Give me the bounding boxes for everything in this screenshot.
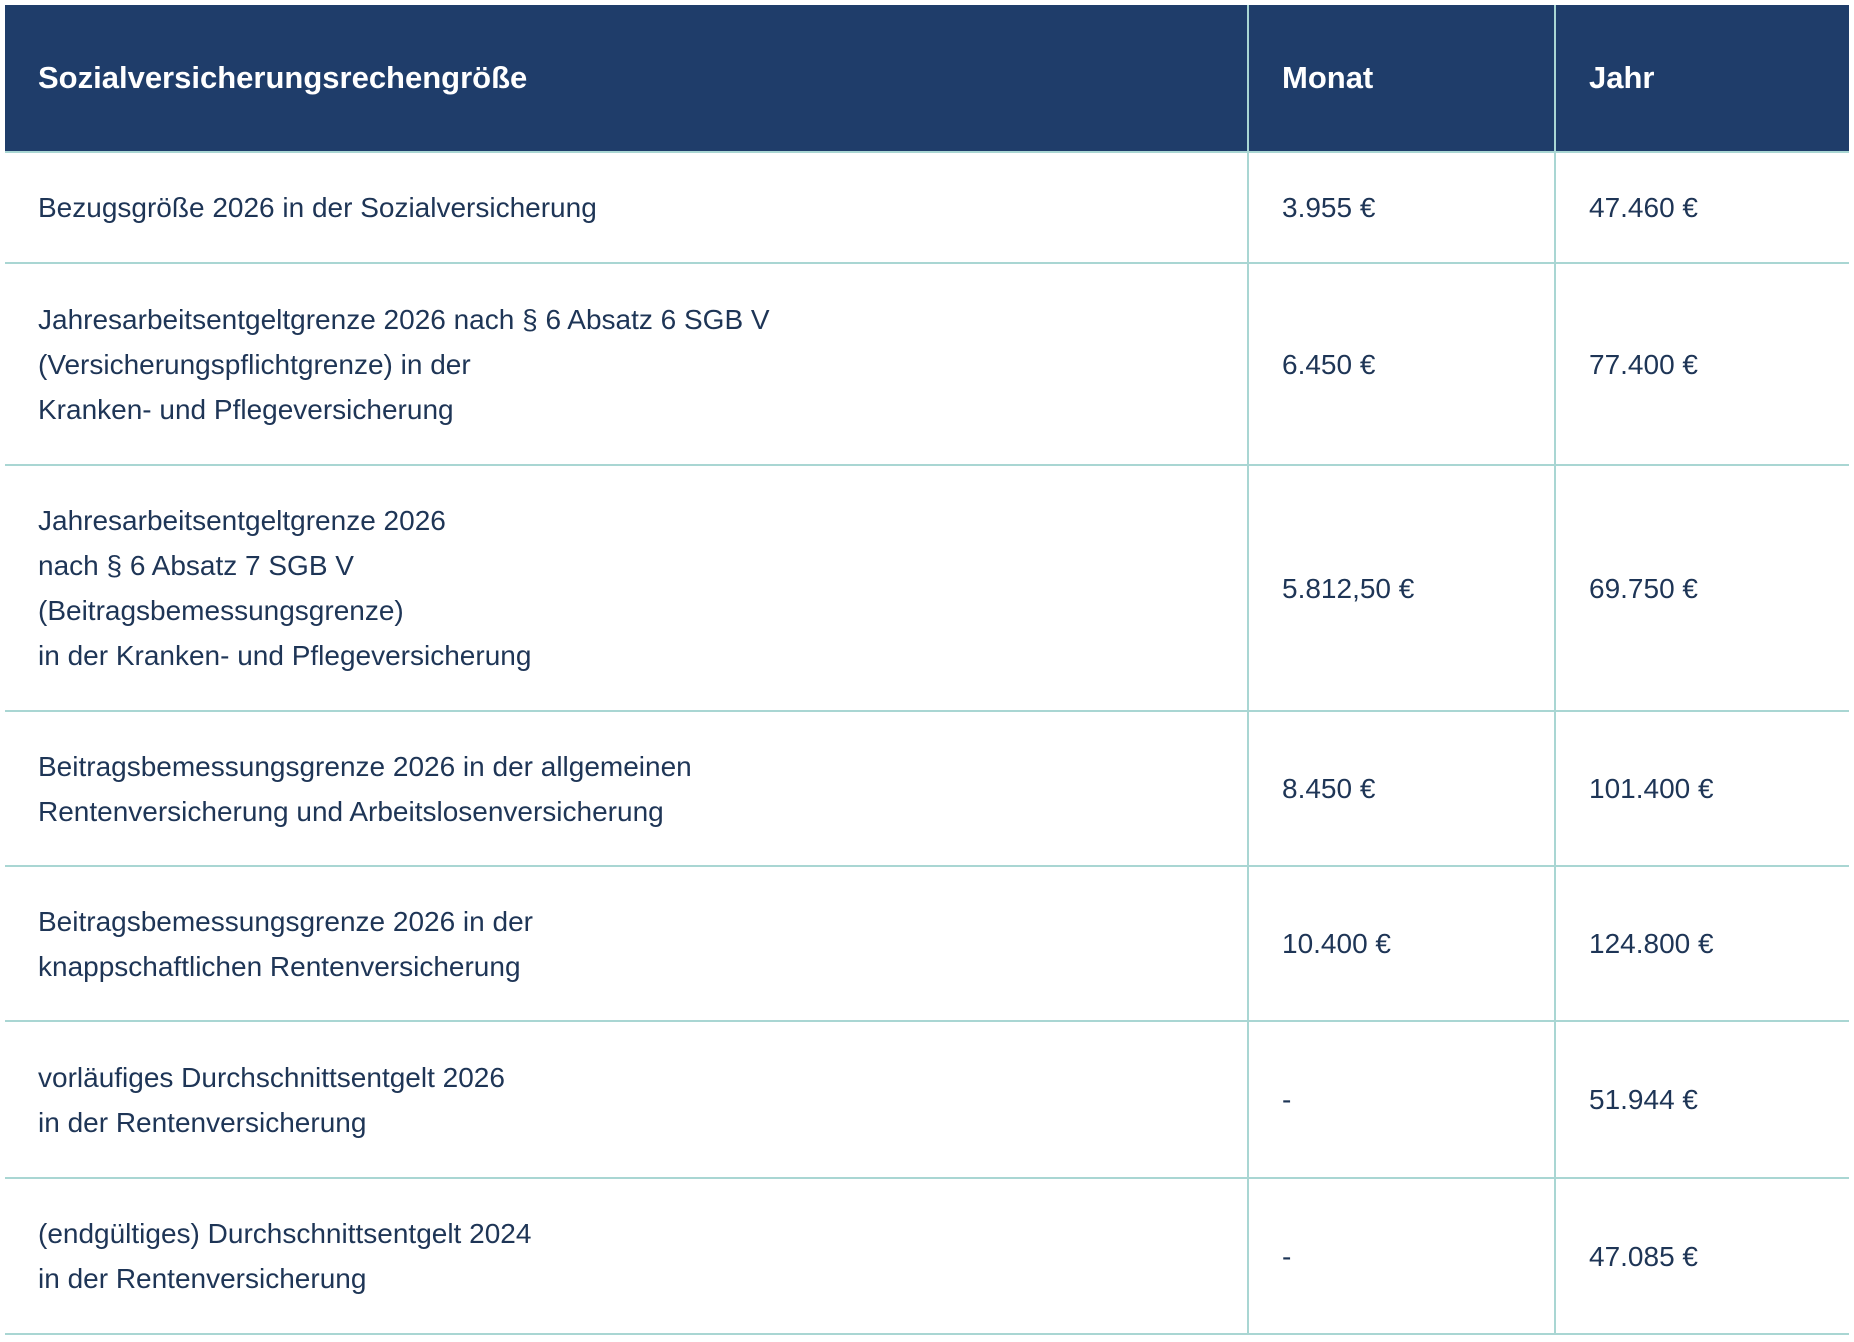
social-insurance-values-table: Sozialversicherungsrechengröße Monat Jah… [5, 5, 1849, 1335]
row-label-line: in der Rentenversicherung [38, 1106, 367, 1138]
header-jahr: Jahr [1555, 5, 1849, 152]
table-row: Bezugsgröße 2026 in der Sozialversicheru… [5, 152, 1849, 264]
row-monat-value: 10.400 € [1248, 866, 1556, 1022]
table-row: Jahresarbeitsentgeltgrenze 2026 nach § 6 … [5, 465, 1849, 712]
row-monat-value: - [1248, 1021, 1556, 1179]
header-rechengroesse: Sozialversicherungsrechengröße [5, 5, 1249, 152]
row-monat-value: 8.450 € [1248, 711, 1556, 867]
row-jahr-value: 124.800 € [1555, 866, 1849, 1022]
row-jahr-value: 101.400 € [1555, 711, 1849, 867]
row-monat-value: 5.812,50 € [1248, 465, 1556, 712]
header-monat: Monat [1248, 5, 1556, 152]
row-monat-value: - [1248, 1178, 1556, 1335]
row-label-line: (Beitragsbemessungsgrenze) [38, 595, 404, 626]
row-label: vorläufiges Durchschnittsentgelt 2026 in … [5, 1021, 1249, 1179]
row-jahr-value: 47.085 € [1555, 1178, 1849, 1335]
table-row: vorläufiges Durchschnittsentgelt 2026 in … [5, 1021, 1849, 1179]
row-label-line: vorläufiges Durchschnittsentgelt 2026 [38, 1061, 505, 1093]
row-label: Jahresarbeitsentgeltgrenze 2026 nach § 6 … [5, 465, 1249, 712]
row-label-line: Beitragsbemessungsgrenze 2026 in der [38, 905, 533, 937]
row-label-line: (endgültiges) Durchschnittsentgelt 2024 [38, 1218, 532, 1249]
table-row: Beitragsbemessungsgrenze 2026 in der all… [5, 711, 1849, 867]
row-jahr-value: 77.400 € [1555, 263, 1849, 466]
row-label-line: nach § 6 Absatz 7 SGB V [38, 550, 354, 581]
row-jahr-value: 69.750 € [1555, 465, 1849, 712]
row-monat-value: 3.955 € [1248, 152, 1556, 264]
row-monat-value: 6.450 € [1248, 263, 1556, 466]
row-jahr-value: 51.944 € [1555, 1021, 1849, 1179]
row-label: Bezugsgröße 2026 in der Sozialversicheru… [5, 152, 1249, 264]
table-header-row: Sozialversicherungsrechengröße Monat Jah… [5, 5, 1849, 152]
row-label-line: in der Kranken- und Pflegeversicherung [38, 640, 532, 671]
row-label-line: knappschaftlichen Rentenversicherung [38, 950, 521, 982]
row-label: Beitragsbemessungsgrenze 2026 in der knap… [5, 866, 1249, 1022]
row-label-line: Jahresarbeitsentgeltgrenze 2026 nach § 6… [38, 303, 770, 335]
table-row: (endgültiges) Durchschnittsentgelt 2024 i… [5, 1178, 1849, 1335]
row-label-line: Jahresarbeitsentgeltgrenze 2026 [38, 505, 446, 536]
row-label-line: in der Rentenversicherung [38, 1263, 367, 1294]
row-label: Jahresarbeitsentgeltgrenze 2026 nach § 6… [5, 263, 1249, 466]
row-label-line: Rentenversicherung und Arbeitslosenversi… [38, 795, 664, 827]
row-label-line: Kranken- und Pflegeversicherung [38, 393, 454, 425]
row-label: Beitragsbemessungsgrenze 2026 in der all… [5, 711, 1249, 867]
row-label-line: (Versicherungspflichtgrenze) in der [38, 348, 471, 380]
row-label-line: Bezugsgröße 2026 in der Sozialversicheru… [38, 192, 597, 223]
table-row: Beitragsbemessungsgrenze 2026 in der knap… [5, 866, 1849, 1022]
table-row: Jahresarbeitsentgeltgrenze 2026 nach § 6… [5, 263, 1849, 466]
row-jahr-value: 47.460 € [1555, 152, 1849, 264]
row-label: (endgültiges) Durchschnittsentgelt 2024 i… [5, 1178, 1249, 1335]
row-label-line: Beitragsbemessungsgrenze 2026 in der all… [38, 750, 692, 782]
